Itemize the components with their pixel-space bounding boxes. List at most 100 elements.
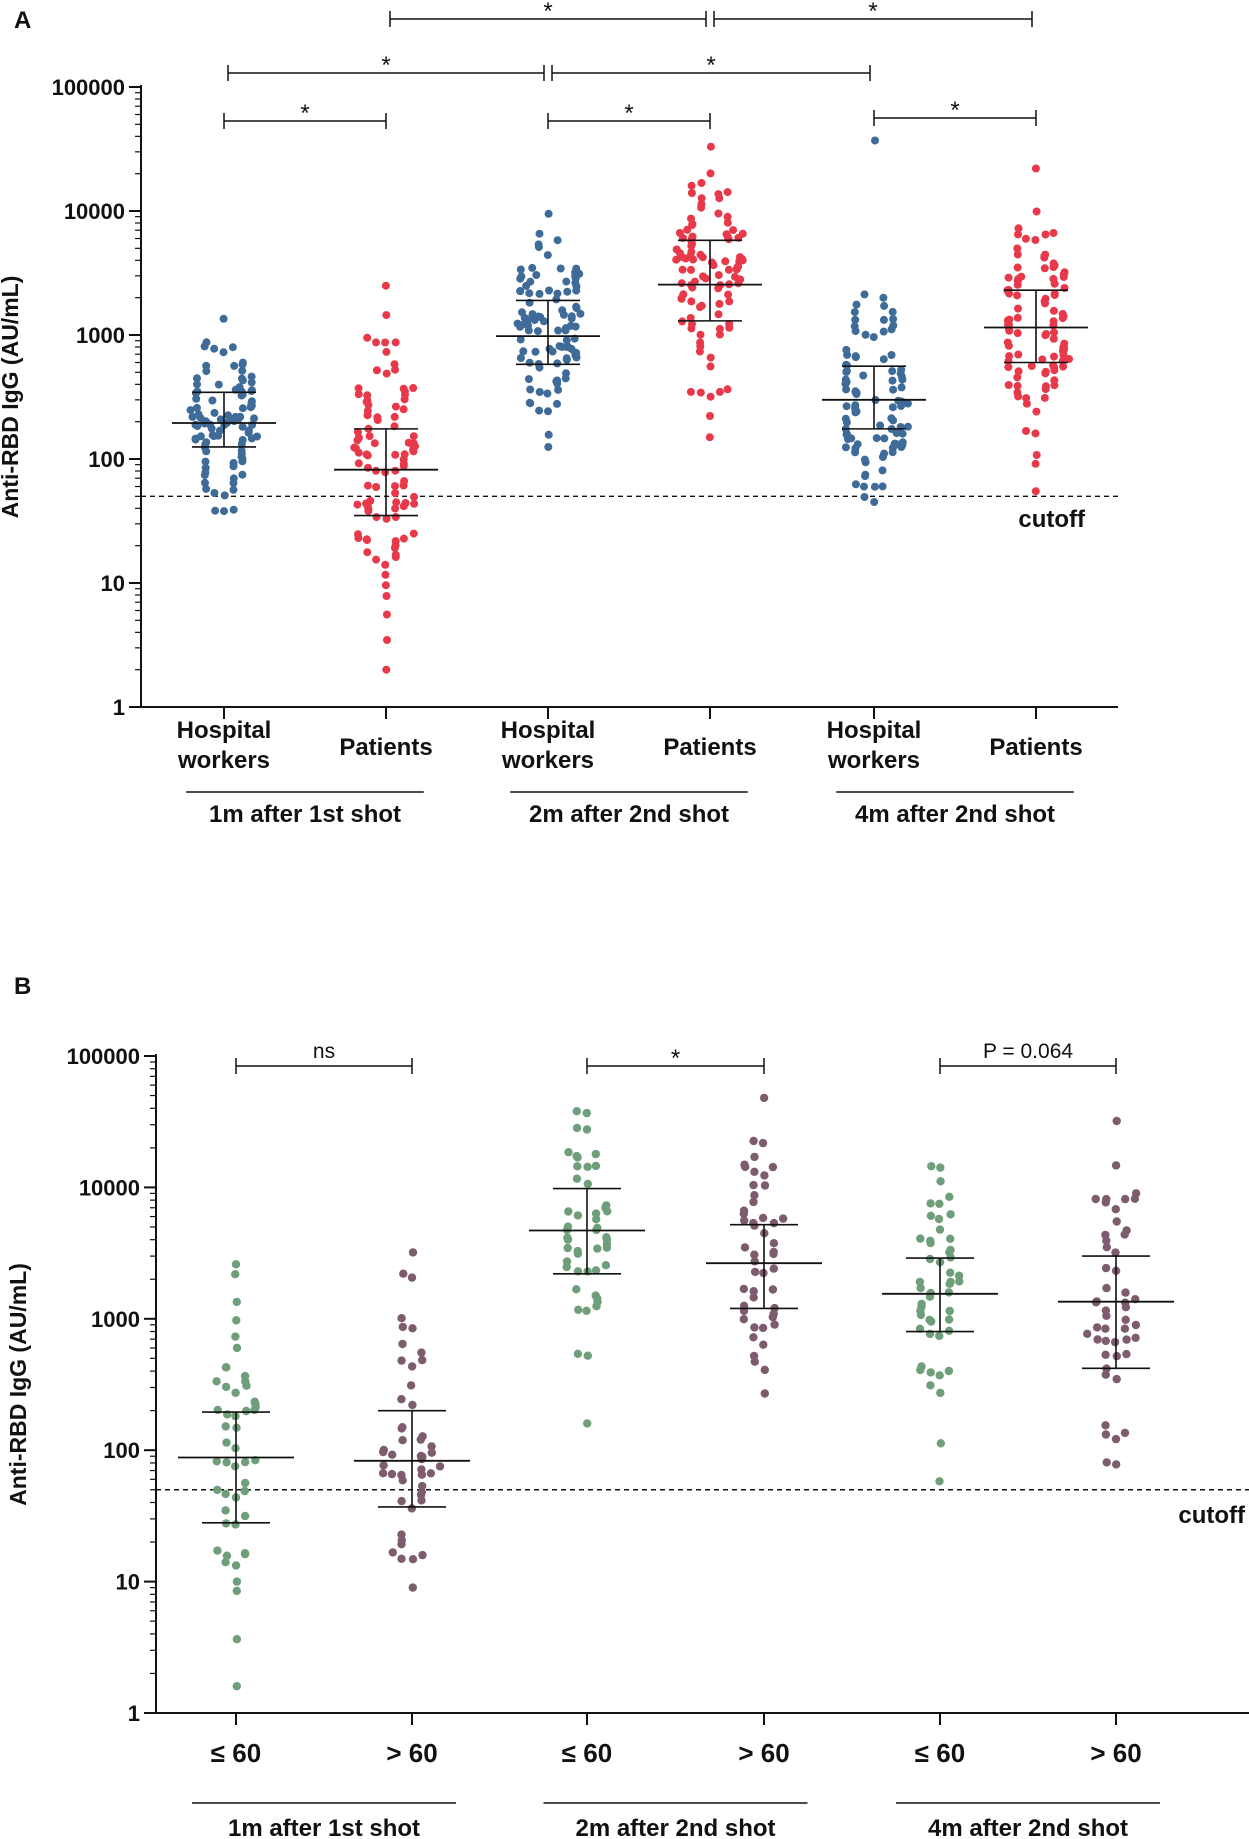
data-point-b-g5 xyxy=(915,1277,925,1287)
data-point-a-g1 xyxy=(201,457,210,466)
data-point-a-g2 xyxy=(382,514,391,523)
data-point-a-g3 xyxy=(533,327,542,336)
data-point-a-g3 xyxy=(567,312,576,321)
data-point-a-g1 xyxy=(253,432,261,441)
data-point-a-g5 xyxy=(871,136,879,145)
data-point-a-g3 xyxy=(562,354,571,363)
data-point-b-g5 xyxy=(917,1299,926,1309)
data-point-a-g4 xyxy=(705,433,714,442)
data-point-b-g2 xyxy=(417,1487,426,1497)
data-point-a-g3 xyxy=(528,310,537,319)
data-point-b-g5 xyxy=(946,1245,955,1255)
data-point-a-g4 xyxy=(714,190,723,199)
data-point-a-g2 xyxy=(391,482,399,491)
data-point-b-g3 xyxy=(572,1285,581,1294)
data-point-b-g6 xyxy=(1083,1329,1092,1339)
data-point-b-g2 xyxy=(427,1442,436,1451)
data-point-b-g2 xyxy=(388,1548,397,1557)
data-point-a-g1 xyxy=(238,422,247,431)
data-point-a-g2 xyxy=(370,439,379,448)
data-point-a-g1 xyxy=(237,374,246,383)
data-point-a-g2 xyxy=(372,466,380,475)
data-point-b-g4 xyxy=(750,1191,759,1200)
data-point-b-g1 xyxy=(232,1635,242,1644)
data-point-b-g1 xyxy=(222,1458,231,1467)
data-point-a-g3 xyxy=(553,289,562,298)
data-point-b-g6 xyxy=(1091,1194,1100,1204)
data-point-b-g1 xyxy=(232,1682,241,1691)
data-point-a-g1 xyxy=(238,366,247,375)
data-point-a-g1 xyxy=(191,420,200,429)
data-point-a-g2 xyxy=(364,463,372,472)
data-point-b-g5 xyxy=(945,1306,954,1316)
data-point-a-g1 xyxy=(202,361,211,370)
data-point-b-g4 xyxy=(758,1323,768,1333)
data-point-a-g1 xyxy=(229,474,238,483)
data-point-b-g1 xyxy=(222,1438,231,1447)
data-point-a-g3 xyxy=(525,289,534,298)
data-point-a-g6 xyxy=(1014,304,1022,313)
data-point-a-g4 xyxy=(688,320,696,329)
data-point-a-g4 xyxy=(736,253,744,262)
data-point-a-g4 xyxy=(697,301,706,310)
data-point-a-g6 xyxy=(1013,263,1022,272)
data-point-a-g5 xyxy=(860,493,869,501)
comparison-label: * xyxy=(706,52,715,79)
group-label: workers xyxy=(827,747,920,774)
data-point-a-g1 xyxy=(201,478,209,487)
data-point-b-g3 xyxy=(562,1257,572,1266)
data-point-a-g1 xyxy=(235,383,244,392)
data-point-a-g4 xyxy=(714,271,723,280)
period-label: 1m after 1st shot xyxy=(209,801,401,828)
data-point-b-g1 xyxy=(221,1558,230,1567)
data-point-b-g5 xyxy=(936,1177,945,1186)
data-point-b-g1 xyxy=(232,1343,242,1353)
data-point-b-g4 xyxy=(740,1216,749,1225)
group-label: ≤ 60 xyxy=(211,1738,261,1768)
data-point-b-g1 xyxy=(221,1506,230,1515)
y-tick-label: 100000 xyxy=(52,75,125,100)
data-point-a-g6 xyxy=(1042,330,1051,338)
data-point-a-g6 xyxy=(1013,313,1022,322)
data-point-b-g6 xyxy=(1112,1460,1121,1469)
y-axis-label: Anti-RBD IgG (AU/mL) xyxy=(0,276,23,519)
data-point-b-g3 xyxy=(591,1266,601,1275)
data-point-b-g4 xyxy=(749,1293,758,1302)
y-tick-label: 10 xyxy=(101,571,125,596)
data-point-b-g5 xyxy=(945,1192,954,1202)
data-point-b-g1 xyxy=(231,1388,240,1398)
data-point-b-g5 xyxy=(916,1234,925,1243)
data-point-b-g1 xyxy=(231,1561,241,1570)
data-point-b-g3 xyxy=(601,1261,611,1270)
data-point-b-g3 xyxy=(583,1351,592,1360)
data-point-a-g6 xyxy=(1060,268,1069,277)
data-point-a-g6 xyxy=(1014,350,1023,359)
data-point-a-g2 xyxy=(373,413,382,422)
data-point-a-g4 xyxy=(723,212,732,221)
data-point-a-g5 xyxy=(851,315,860,324)
data-point-a-g5 xyxy=(850,322,859,331)
data-point-a-g5 xyxy=(870,482,879,491)
data-point-a-g2 xyxy=(363,333,372,342)
data-point-b-g1 xyxy=(231,1260,241,1269)
data-point-a-g5 xyxy=(896,423,905,431)
data-point-b-g5 xyxy=(926,1236,935,1246)
data-point-b-g6 xyxy=(1092,1323,1102,1332)
data-point-a-g4 xyxy=(724,290,733,299)
data-point-b-g4 xyxy=(760,1171,769,1180)
data-point-a-g4 xyxy=(722,230,731,239)
data-point-a-g2 xyxy=(382,347,391,356)
data-point-a-g5 xyxy=(898,429,907,438)
data-point-b-g1 xyxy=(212,1457,221,1466)
comparison-label: * xyxy=(300,100,309,127)
data-point-a-g4 xyxy=(687,189,696,197)
data-point-b-g1 xyxy=(222,1551,232,1560)
data-point-a-g5 xyxy=(842,345,851,354)
period-label: 1m after 1st shot xyxy=(228,1815,420,1839)
data-point-b-g3 xyxy=(563,1233,572,1242)
data-point-a-g6 xyxy=(1038,355,1047,364)
data-point-a-g5 xyxy=(876,421,885,430)
comparison-label: * xyxy=(381,52,390,79)
data-point-a-g2 xyxy=(372,366,381,375)
period-label: 2m after 2nd shot xyxy=(529,801,729,828)
